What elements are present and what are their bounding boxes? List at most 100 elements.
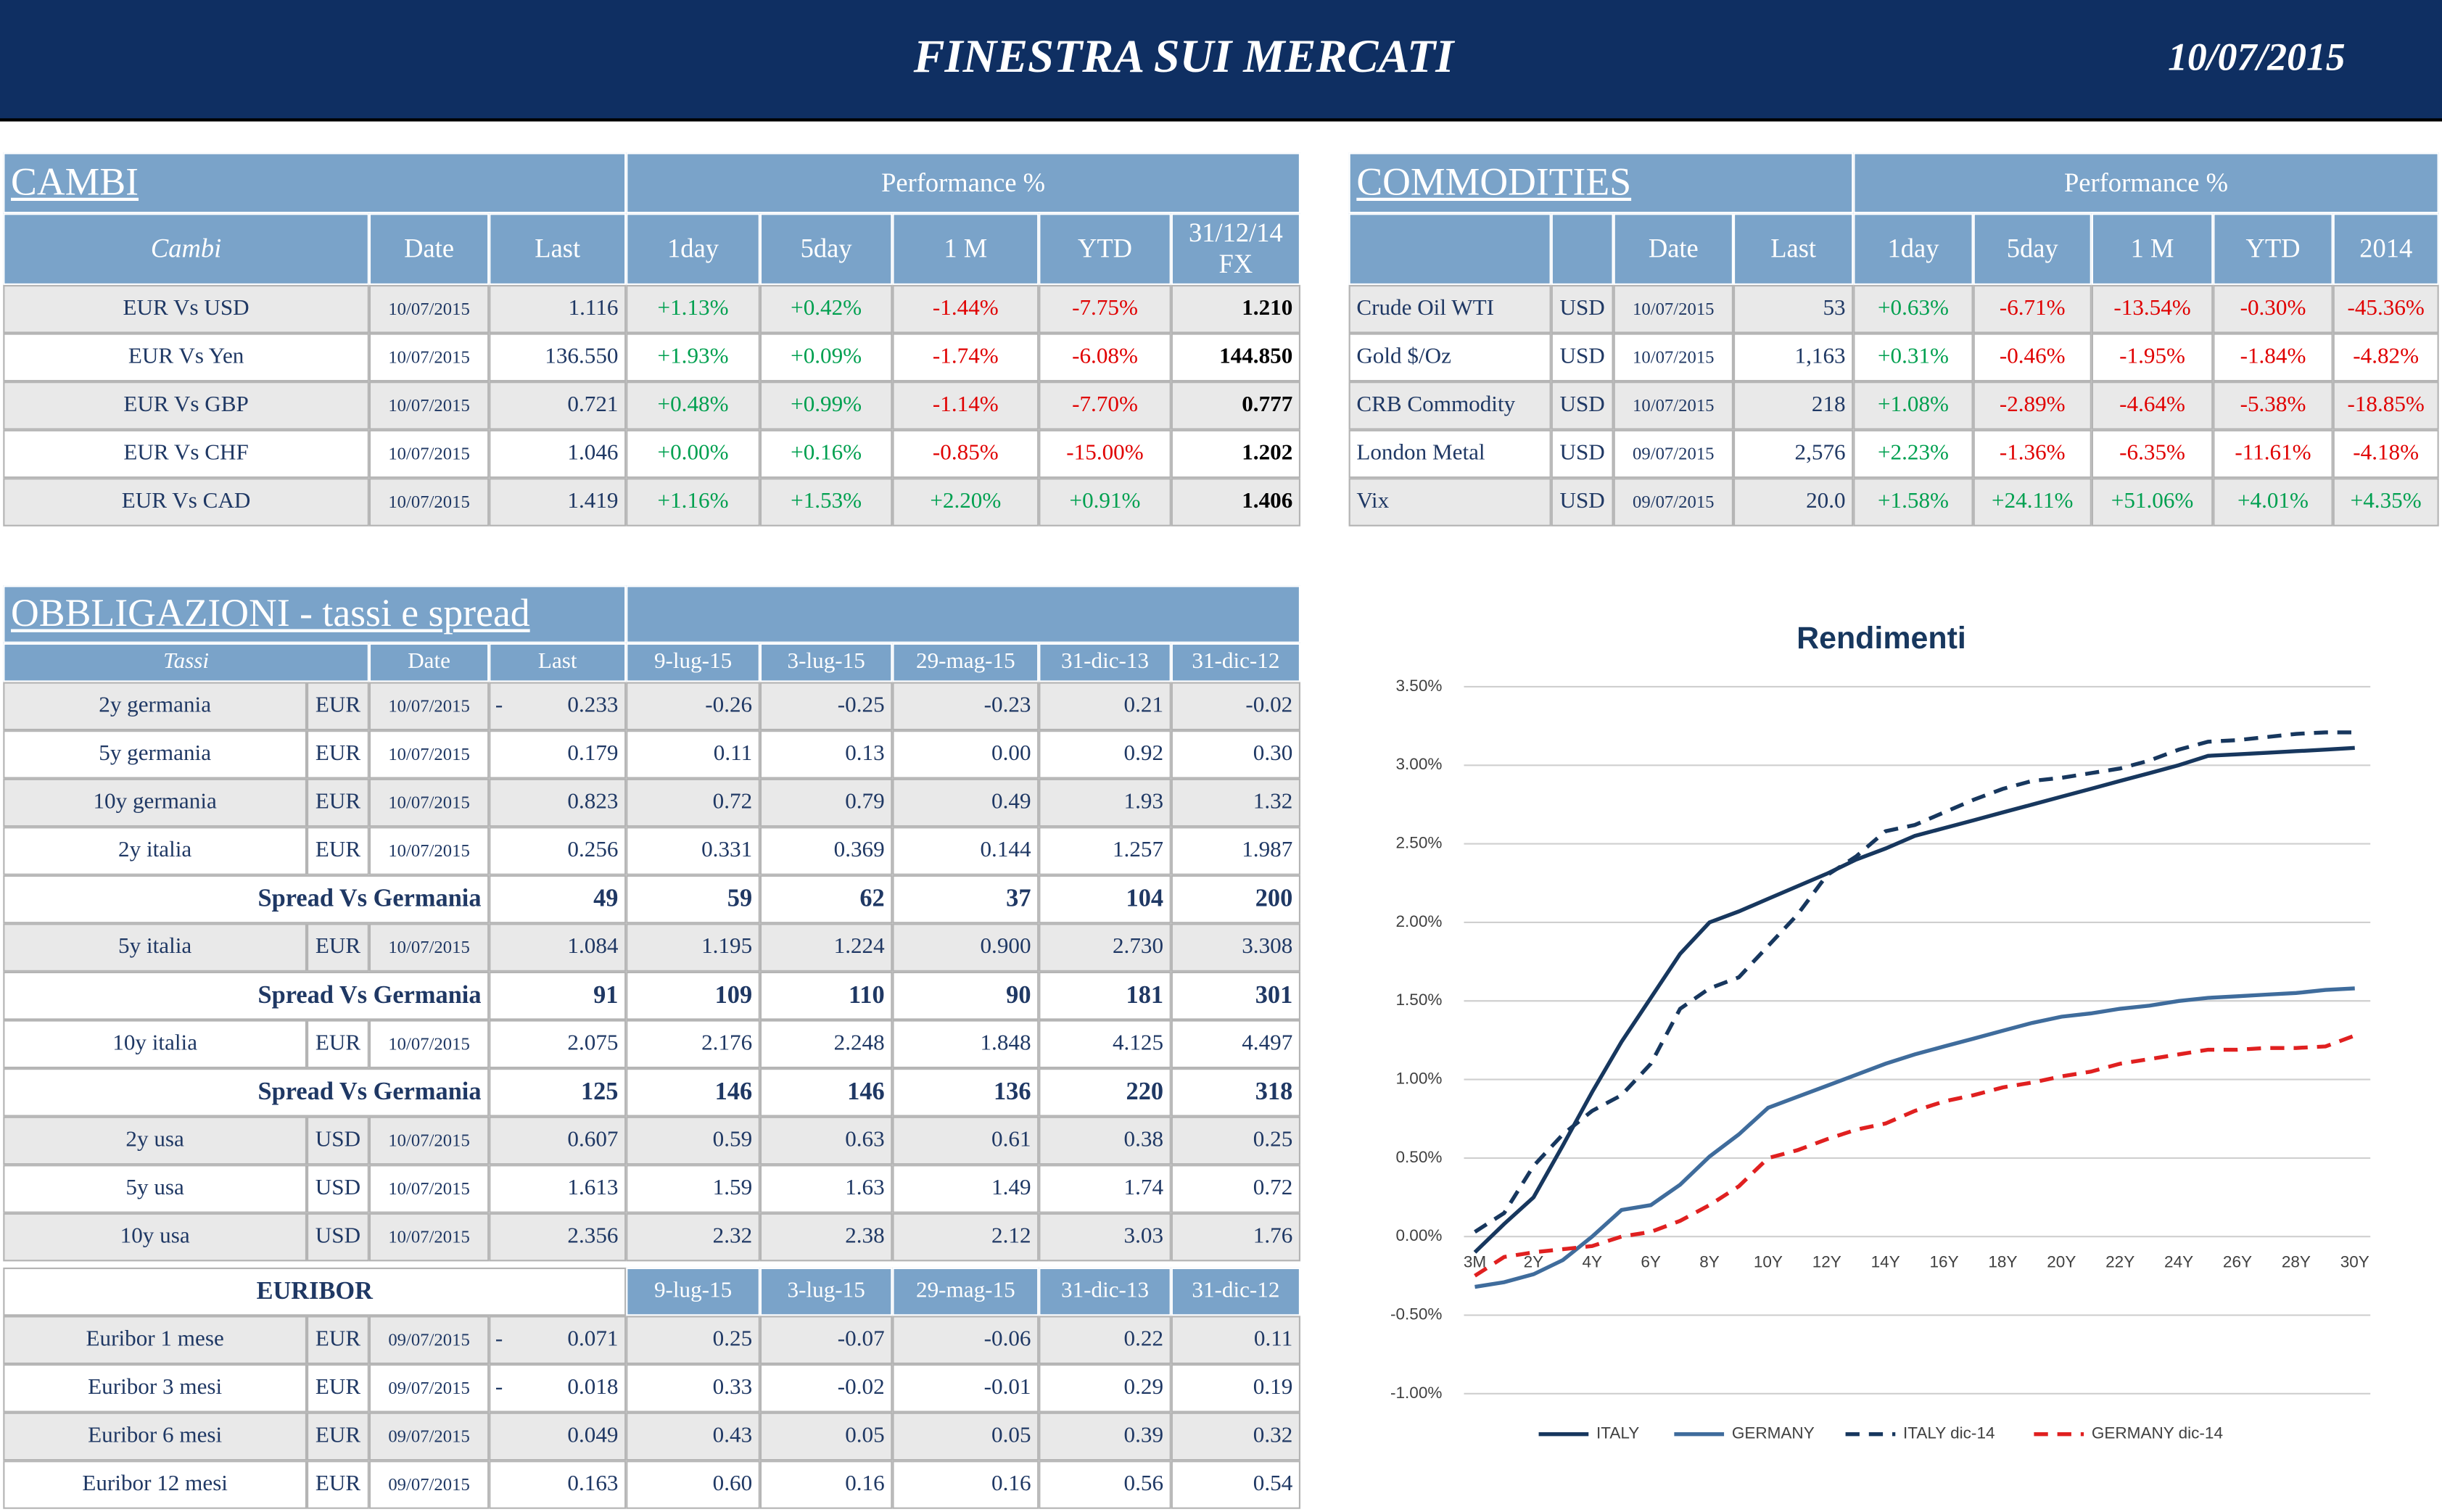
table-cell: 2,576 xyxy=(1733,429,1854,479)
flag: - xyxy=(495,1375,503,1400)
table-cell: Vix xyxy=(1348,478,1551,526)
table-cell: 10/07/2015 xyxy=(368,1116,490,1165)
table-cell: -45.36% xyxy=(2332,284,2439,334)
table-cell: 1.59 xyxy=(626,1165,760,1213)
table-cell: USD xyxy=(1551,333,1614,382)
table-cell: Euribor 12 mesi xyxy=(3,1461,308,1509)
table-cell: -5.38% xyxy=(2213,381,2333,430)
table-cell: -0.01 xyxy=(892,1364,1039,1413)
table-cell: 2.356 xyxy=(489,1213,627,1262)
table-cell: 2y germania xyxy=(3,682,308,731)
table-cell: 5y germania xyxy=(3,730,308,779)
table-cell: 0.25 xyxy=(626,1315,760,1365)
column-header: 31/12/14 FX xyxy=(1171,213,1301,285)
table-cell: 146 xyxy=(626,1068,760,1117)
table-cell: -15.00% xyxy=(1039,429,1171,479)
table-cell: 10/07/2015 xyxy=(368,682,490,731)
table-cell: 0.11 xyxy=(1171,1315,1301,1365)
table-cell: EUR Vs USD xyxy=(3,284,369,334)
table-cell: 90 xyxy=(892,971,1039,1020)
table-cell: -0.30% xyxy=(2213,284,2333,334)
table-cell: -6.08% xyxy=(1039,333,1171,382)
table-cell: 1.93 xyxy=(1039,778,1171,827)
column-header: 31-dic-12 xyxy=(1171,643,1301,682)
table-cell: EUR xyxy=(307,1412,369,1461)
table-cell: 10/07/2015 xyxy=(368,478,490,526)
table-cell: 10/07/2015 xyxy=(1613,333,1733,382)
table-cell: EUR xyxy=(307,1315,369,1365)
section-title: COMMODITIES xyxy=(1348,152,1854,214)
table-cell: 0.607 xyxy=(489,1116,627,1165)
table-cell: 0.233 xyxy=(489,682,627,731)
x-tick-label: 10Y xyxy=(1754,1252,1783,1271)
table-cell: USD xyxy=(1551,381,1614,430)
table-cell: -0.07 xyxy=(759,1315,893,1365)
table-cell: 146 xyxy=(759,1068,893,1117)
table-cell: -1.84% xyxy=(2213,333,2333,382)
table-cell: -6.35% xyxy=(2091,429,2214,479)
table-cell: 0.049 xyxy=(489,1412,627,1461)
flag: - xyxy=(495,1326,503,1352)
table-cell: EUR Vs CAD xyxy=(3,478,369,526)
column-header: 9-lug-15 xyxy=(626,643,760,682)
table-cell: 1.084 xyxy=(489,923,627,972)
table-cell: 10/07/2015 xyxy=(368,429,490,479)
table-cell: 2.32 xyxy=(626,1213,760,1262)
table-cell: 0.900 xyxy=(892,923,1039,972)
table-cell: 0.331 xyxy=(626,827,760,875)
column-header: 2014 xyxy=(2332,213,2439,285)
table-cell: 1.848 xyxy=(892,1020,1039,1069)
table-cell: 136 xyxy=(892,1068,1039,1117)
table-cell: 0.43 xyxy=(626,1412,760,1461)
table-cell: +0.91% xyxy=(1039,478,1171,526)
table-cell: EUR Vs Yen xyxy=(3,333,369,382)
table-cell: -4.18% xyxy=(2332,429,2439,479)
table-cell: -7.75% xyxy=(1039,284,1171,334)
legend-label: GERMANY dic-14 xyxy=(2092,1424,2223,1442)
table-cell: 0.256 xyxy=(489,827,627,875)
table-cell: 20.0 xyxy=(1733,478,1854,526)
y-tick-label: 1.00% xyxy=(1396,1070,1443,1088)
table-cell: +0.09% xyxy=(759,333,893,382)
column-header: 1day xyxy=(626,213,760,285)
table-cell: +0.00% xyxy=(626,429,760,479)
table-cell: EUR xyxy=(307,778,369,827)
table-cell: -1.36% xyxy=(1973,429,2092,479)
table-cell: 0.49 xyxy=(892,778,1039,827)
table-cell: CRB Commodity xyxy=(1348,381,1551,430)
table-cell: 0.163 xyxy=(489,1461,627,1509)
x-tick-label: 3M xyxy=(1464,1252,1486,1271)
table-cell: 4.125 xyxy=(1039,1020,1171,1069)
column-header: Date xyxy=(368,213,490,285)
table-cell: 0.59 xyxy=(626,1116,760,1165)
y-tick-label: -1.00% xyxy=(1390,1384,1442,1402)
column-header xyxy=(1551,213,1614,285)
table-cell: 2.248 xyxy=(759,1020,893,1069)
table-cell: +0.31% xyxy=(1853,333,1973,382)
section-title: CAMBI xyxy=(3,152,627,214)
table-cell: -0.46% xyxy=(1973,333,2092,382)
table-cell: 0.05 xyxy=(759,1412,893,1461)
table-cell: 0.11 xyxy=(626,730,760,779)
column-header: 5day xyxy=(759,213,893,285)
column-header: 9-lug-15 xyxy=(626,1267,760,1316)
table-cell: 301 xyxy=(1171,971,1301,1020)
x-tick-label: 16Y xyxy=(1930,1252,1959,1271)
table-cell: 1.987 xyxy=(1171,827,1301,875)
table-cell: 318 xyxy=(1171,1068,1301,1117)
table-cell: 1.63 xyxy=(759,1165,893,1213)
column-header: Last xyxy=(489,213,627,285)
table-cell: 4.497 xyxy=(1171,1020,1301,1069)
header-bar: FINESTRA SUI MERCATI 10/07/2015 xyxy=(0,0,2442,122)
table-cell: -0.23 xyxy=(892,682,1039,731)
table-cell: +1.53% xyxy=(759,478,893,526)
table-cell: 53 xyxy=(1733,284,1854,334)
table-cell: 3.308 xyxy=(1171,923,1301,972)
column-header: Cambi xyxy=(3,213,369,285)
table-cell: London Metal xyxy=(1348,429,1551,479)
x-tick-label: 22Y xyxy=(2105,1252,2134,1271)
table-cell: +0.48% xyxy=(626,381,760,430)
table-cell: +4.35% xyxy=(2332,478,2439,526)
column-header: Date xyxy=(368,643,490,682)
table-cell: 2.730 xyxy=(1039,923,1171,972)
